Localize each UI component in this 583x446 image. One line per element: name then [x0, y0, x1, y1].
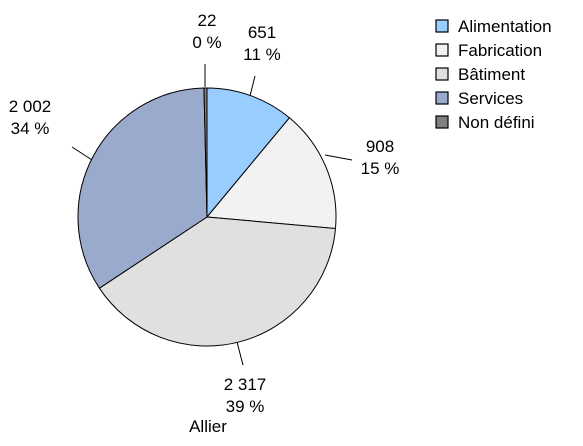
pie-slice-non-d-fini — [203, 87, 208, 218]
leader-line — [249, 75, 256, 97]
chart-title: Allier — [189, 417, 227, 436]
legend-swatch — [435, 43, 449, 57]
legend-swatch — [435, 19, 449, 33]
data-label-value: 22 — [198, 11, 217, 30]
legend-label: Fabrication — [458, 41, 542, 60]
legend-label: Alimentation — [458, 17, 552, 36]
pie-slice-alimentation — [206, 87, 291, 219]
leader-line — [236, 341, 244, 366]
leader-lines — [71, 64, 353, 366]
leader-line — [71, 146, 93, 161]
data-label-percent: 0 % — [192, 33, 221, 52]
legend: Alimentation Fabrication Bâtiment Services N… — [435, 17, 552, 132]
pie-slices — [77, 87, 337, 347]
pie-slice-fabrication — [206, 117, 337, 230]
data-labels: 651 11 % 908 15 % 2 317 39 % 2 002 34 % 22 0 % — [9, 11, 400, 416]
data-label-value: 2 317 — [224, 375, 267, 394]
legend-label: Bâtiment — [458, 65, 525, 84]
legend-swatch — [435, 115, 449, 129]
data-label-percent: 34 % — [11, 119, 50, 138]
data-label-percent: 39 % — [226, 397, 265, 416]
legend-swatch — [435, 91, 449, 105]
data-label-value: 2 002 — [9, 97, 52, 116]
data-label-percent: 15 % — [361, 159, 400, 178]
data-label-value: 908 — [366, 137, 394, 156]
leader-line — [324, 154, 353, 161]
data-label-value: 651 — [248, 23, 276, 42]
legend-swatch — [435, 67, 449, 81]
data-label-percent: 11 % — [243, 45, 281, 64]
legend-label: Services — [458, 89, 523, 108]
pie-slice-services — [77, 87, 208, 289]
legend-label: Non défini — [458, 113, 535, 132]
